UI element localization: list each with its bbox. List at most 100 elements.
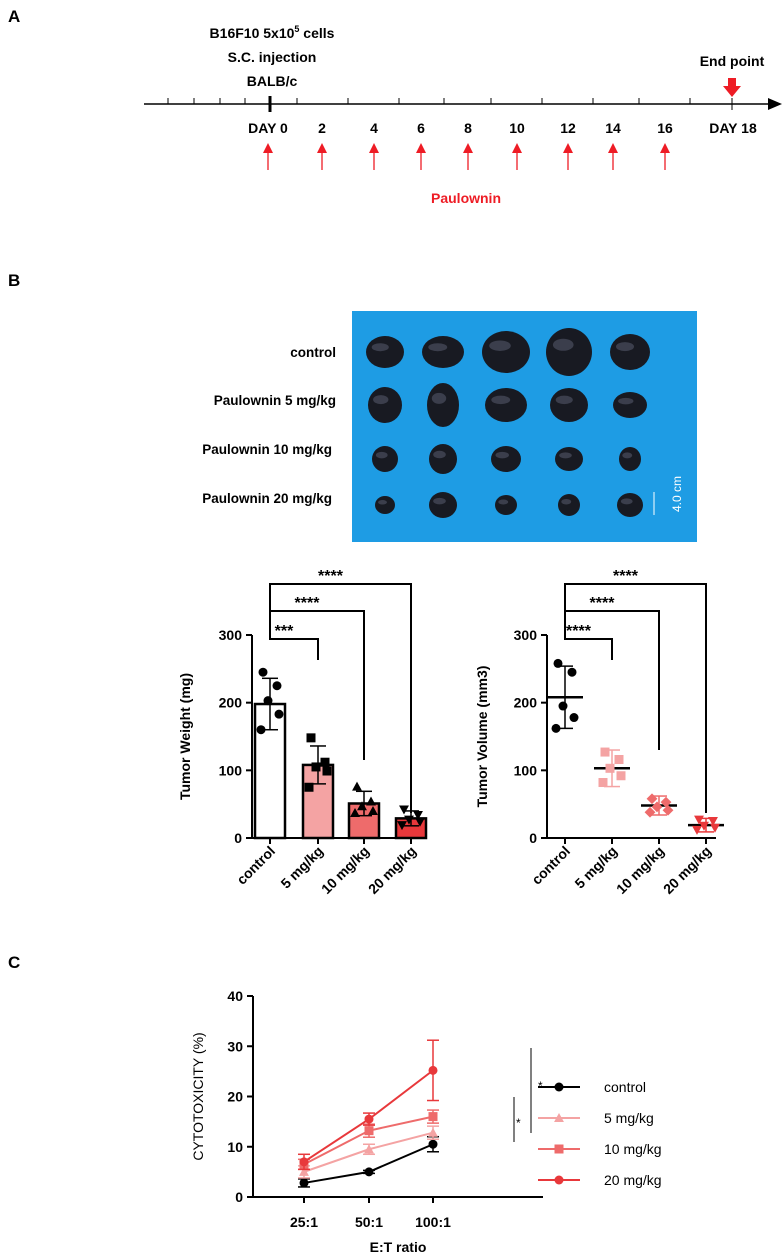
weight-point-10-mg-kg-5 xyxy=(350,808,360,818)
volume-y-tick-label-300: 300 xyxy=(514,627,538,643)
cyto-x-tick-label-50-1: 50:1 xyxy=(355,1214,383,1230)
tumor-r1-c3 xyxy=(482,331,530,373)
weight-point-20-mg-kg-5 xyxy=(397,821,407,831)
tumor-highlight-r4-c5 xyxy=(620,498,633,505)
tumor-highlight-r1-c2 xyxy=(428,343,448,352)
volume-point-5-mg-kg-4 xyxy=(616,771,626,781)
tumor-r4-c3 xyxy=(495,495,517,515)
cyto-y-tick-label-10: 10 xyxy=(227,1139,243,1155)
treatment-arrow-head-5 xyxy=(512,143,522,153)
volume-y-tick-label-0: 0 xyxy=(529,830,537,846)
tumor-r1-c1 xyxy=(366,336,404,368)
weight-point-control-4 xyxy=(274,709,284,719)
volume-point-control-3 xyxy=(558,701,568,711)
cyto-point-5-mg-kg-1 xyxy=(299,1166,309,1176)
cells-label-tail: cells xyxy=(299,25,334,41)
timeline-day-label-2: 2 xyxy=(318,120,326,136)
injection-label: S.C. injection xyxy=(228,49,317,65)
weight-point-20-mg-kg-2 xyxy=(413,810,423,820)
cyto-point-control-2 xyxy=(364,1167,374,1177)
tumor-r3-c2 xyxy=(429,444,457,474)
volume-significance-label-2: **** xyxy=(590,595,616,612)
tumor-r4-c5 xyxy=(617,493,643,517)
timeline-day-label-16: 16 xyxy=(657,120,673,136)
cyto-point-5-mg-kg-3 xyxy=(428,1127,438,1137)
scale-bar-label: 4.0 cm xyxy=(670,476,684,512)
tumor-highlight-r1-c5 xyxy=(616,342,634,352)
timeline-day-label-day-0: DAY 0 xyxy=(248,120,288,136)
treatment-label: Paulownin xyxy=(431,190,501,206)
volume-point-5-mg-kg-2 xyxy=(614,755,624,765)
weight-point-10-mg-kg-3 xyxy=(357,801,367,811)
volume-point-10-mg-kg-4 xyxy=(662,804,674,816)
timeline-arrowhead xyxy=(768,98,782,110)
tumor-r3-c3 xyxy=(491,446,521,472)
treatment-arrow-head-3 xyxy=(416,143,426,153)
treatment-arrow-head-8 xyxy=(660,143,670,153)
tumor-r1-c4 xyxy=(546,328,592,376)
tumor-r2-c4 xyxy=(550,388,588,422)
volume-point-control-4 xyxy=(569,713,579,723)
cyto-x-axis-title: E:T ratio xyxy=(370,1239,427,1255)
cyto-legend-marker-20-mg-kg xyxy=(554,1175,564,1185)
tumor-highlight-r2-c5 xyxy=(618,397,634,405)
weight-significance-label-1: *** xyxy=(275,623,294,640)
tumor-highlight-r2-c1 xyxy=(373,395,389,405)
cyto-legend-marker-5-mg-kg xyxy=(554,1113,564,1123)
timeline-day-label-14: 14 xyxy=(605,120,621,136)
tumor-highlight-r3-c2 xyxy=(433,450,446,459)
tumor-highlight-r1-c3 xyxy=(489,340,511,351)
cells-label-exp: 5 xyxy=(294,24,299,34)
treatment-arrow-head-6 xyxy=(563,143,573,153)
end-point-arrow xyxy=(723,78,741,97)
volume-significance-label-3: **** xyxy=(613,568,639,585)
photo-row-label-20mg: Paulownin 20 mg/kg xyxy=(202,491,332,506)
volume-point-control-5 xyxy=(551,723,561,733)
cyto-x-tick-label-25-1: 25:1 xyxy=(290,1214,318,1230)
timeline-day-label-4: 4 xyxy=(370,120,378,136)
tumor-highlight-r3-c3 xyxy=(495,451,509,459)
weight-point-5-mg-kg-4 xyxy=(322,766,332,776)
volume-x-tick-label-control: control xyxy=(528,843,573,888)
tumor-r3-c1 xyxy=(372,446,398,472)
volume-point-10-mg-kg-1 xyxy=(646,793,658,805)
cyto-legend-label-10-mg-kg: 10 mg/kg xyxy=(604,1141,662,1157)
end-point-label: End point xyxy=(700,53,765,69)
treatment-arrow-head-2 xyxy=(369,143,379,153)
tumor-highlight-r2-c2 xyxy=(431,392,447,404)
tumor-highlight-r2-c4 xyxy=(555,395,573,405)
timeline-day-label-10: 10 xyxy=(509,120,525,136)
cells-label-base: B16F10 5x10 xyxy=(210,25,295,41)
tumor-highlight-r4-c4 xyxy=(561,498,572,505)
timeline-day-label-day-18: DAY 18 xyxy=(709,120,757,136)
cyto-y-tick-label-0: 0 xyxy=(235,1189,243,1205)
volume-point-10-mg-kg-3 xyxy=(651,801,663,813)
volume-point-10-mg-kg-5 xyxy=(644,806,656,818)
cyto-legend-label-20-mg-kg: 20 mg/kg xyxy=(604,1172,662,1188)
volume-y-tick-label-200: 200 xyxy=(514,695,538,711)
weight-point-10-mg-kg-2 xyxy=(366,796,376,806)
cyto-legend-label-control: control xyxy=(604,1079,646,1095)
volume-point-5-mg-kg-5 xyxy=(598,778,608,788)
volume-y-tick-label-100: 100 xyxy=(514,762,538,778)
tumor-r3-c5 xyxy=(619,447,641,471)
volume-point-20-mg-kg-4 xyxy=(710,823,720,833)
treatment-arrow-head-4 xyxy=(463,143,473,153)
cyto-y-axis-title: CYTOTOXICITY (%) xyxy=(190,1032,206,1160)
weight-point-5-mg-kg-1 xyxy=(306,733,316,743)
weight-point-control-2 xyxy=(272,681,282,691)
volume-point-20-mg-kg-1 xyxy=(694,815,704,825)
cyto-y-tick-label-20: 20 xyxy=(227,1089,243,1105)
tumor-highlight-r3-c5 xyxy=(622,452,633,459)
cyto-legend-marker-10-mg-kg xyxy=(554,1144,564,1154)
weight-x-tick-label-10-mg-kg: 10 mg/kg xyxy=(318,843,372,897)
volume-point-20-mg-kg-3 xyxy=(699,821,709,831)
weight-significance-bracket-1 xyxy=(269,602,319,660)
volume-significance-label-1: **** xyxy=(566,623,592,640)
volume-significance-bracket-3 xyxy=(564,583,707,813)
cyto-point-control-3 xyxy=(428,1139,438,1149)
weight-point-control-1 xyxy=(258,667,268,677)
volume-x-tick-label-10-mg-kg: 10 mg/kg xyxy=(613,843,667,897)
